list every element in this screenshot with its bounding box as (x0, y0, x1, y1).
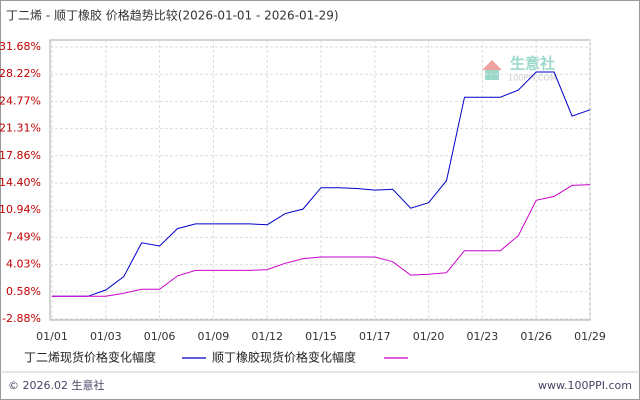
footer-right: www.100PPI.com (538, 379, 632, 392)
chart-title: 丁二烯 - 顺丁橡胶 价格趋势比较(2026-01-01 - 2026-01-2… (6, 8, 339, 23)
y-tick-label: 4.03% (6, 258, 41, 271)
y-tick-label: 14.40% (0, 176, 41, 189)
x-tick-label: 01/15 (305, 330, 337, 343)
y-tick-label: 7.49% (6, 230, 41, 243)
x-tick-label: 01/26 (520, 330, 552, 343)
x-tick-label: 01/09 (198, 330, 230, 343)
x-tick-label: 01/29 (574, 330, 606, 343)
legend-label: 丁二烯现货价格变化幅度 (24, 350, 156, 365)
x-tick-label: 01/01 (36, 330, 68, 343)
y-tick-label: 17.86% (0, 149, 41, 162)
watermark-icon (485, 70, 499, 80)
x-tick-label: 01/03 (90, 330, 122, 343)
x-tick-label: 01/12 (251, 330, 283, 343)
y-tick-label: -2.88% (2, 312, 41, 325)
y-tick-label: 10.94% (0, 203, 41, 216)
watermark: 生意社 100PPI.COM (482, 55, 557, 83)
legend-label: 顺丁橡胶现货价格变化幅度 (212, 350, 356, 365)
y-tick-label: 24.77% (0, 94, 41, 107)
watermark-icon (482, 60, 502, 70)
y-tick-label: 21.31% (0, 122, 41, 135)
x-tick-label: 01/17 (359, 330, 391, 343)
x-tick-label: 01/20 (413, 330, 445, 343)
watermark-site: 100PPI.COM (508, 74, 557, 83)
series-line (52, 71, 591, 297)
footer-left: © 2026.02 生意社 (8, 378, 104, 392)
y-tick-label: 31.68% (0, 40, 41, 53)
x-tick-label: 01/06 (144, 330, 176, 343)
series-line (52, 184, 591, 297)
watermark-name: 生意社 (510, 55, 555, 73)
y-tick-label: 0.58% (6, 285, 41, 298)
y-tick-label: 28.22% (0, 67, 41, 80)
x-tick-label: 01/23 (467, 330, 499, 343)
